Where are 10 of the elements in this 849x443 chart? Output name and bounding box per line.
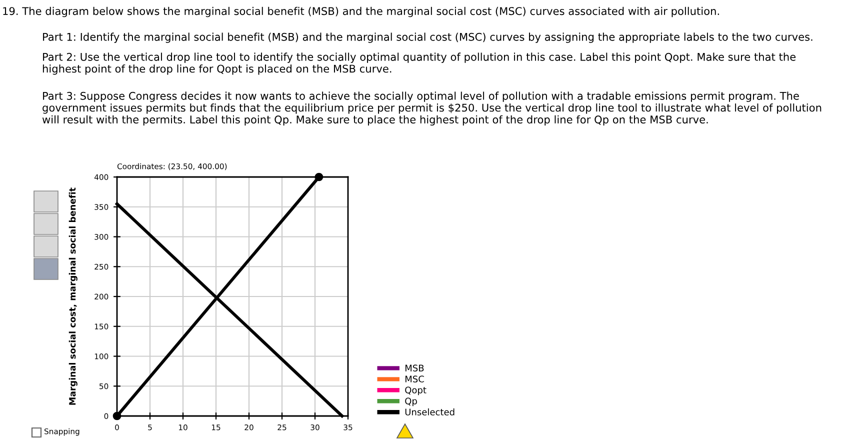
- legend-label: MSB: [405, 364, 424, 372]
- legend-label: MSC: [405, 376, 424, 382]
- text: Part 2: Use the vertical drop line tool to identify the socially optimal quantity of pollution in this case. Label this point Qopt. Make sure that the highest point of the drop line for Qopt is placed on the MSB curve.: [42, 52, 796, 75]
- text: Part 3: Suppose Congress decides it now wants to achieve the socially optimal level of pollution with a tradable emissions permit program. The government issues permits but finds that the equilibrium price per permit is $250. Use the vertical drop line tool to illustrate what level of pollution will result with the permits. Label this point Qp. Make sure to place the highest point of the drop line for Qp on the MSB curve.: [42, 92, 822, 126]
- y-axis-title: Marginal social cost, marginal social benefit: [68, 188, 78, 405]
- chart-title: 19. The diagram below shows the marginal social benefit (MSB) and the marginal social cost (MSC) curves associated with air pollution.: [3, 6, 719, 18]
- legend-label: Qopt: [405, 386, 426, 396]
- text: Part 1: Identify the marginal social benefit (MSB) and the marginal social cost (MSC) curves by assigning the appropriate labels to the two curves.: [43, 32, 812, 43]
- legend-label: Qp: [405, 398, 417, 406]
- legend-label: Unselected: [405, 408, 454, 416]
